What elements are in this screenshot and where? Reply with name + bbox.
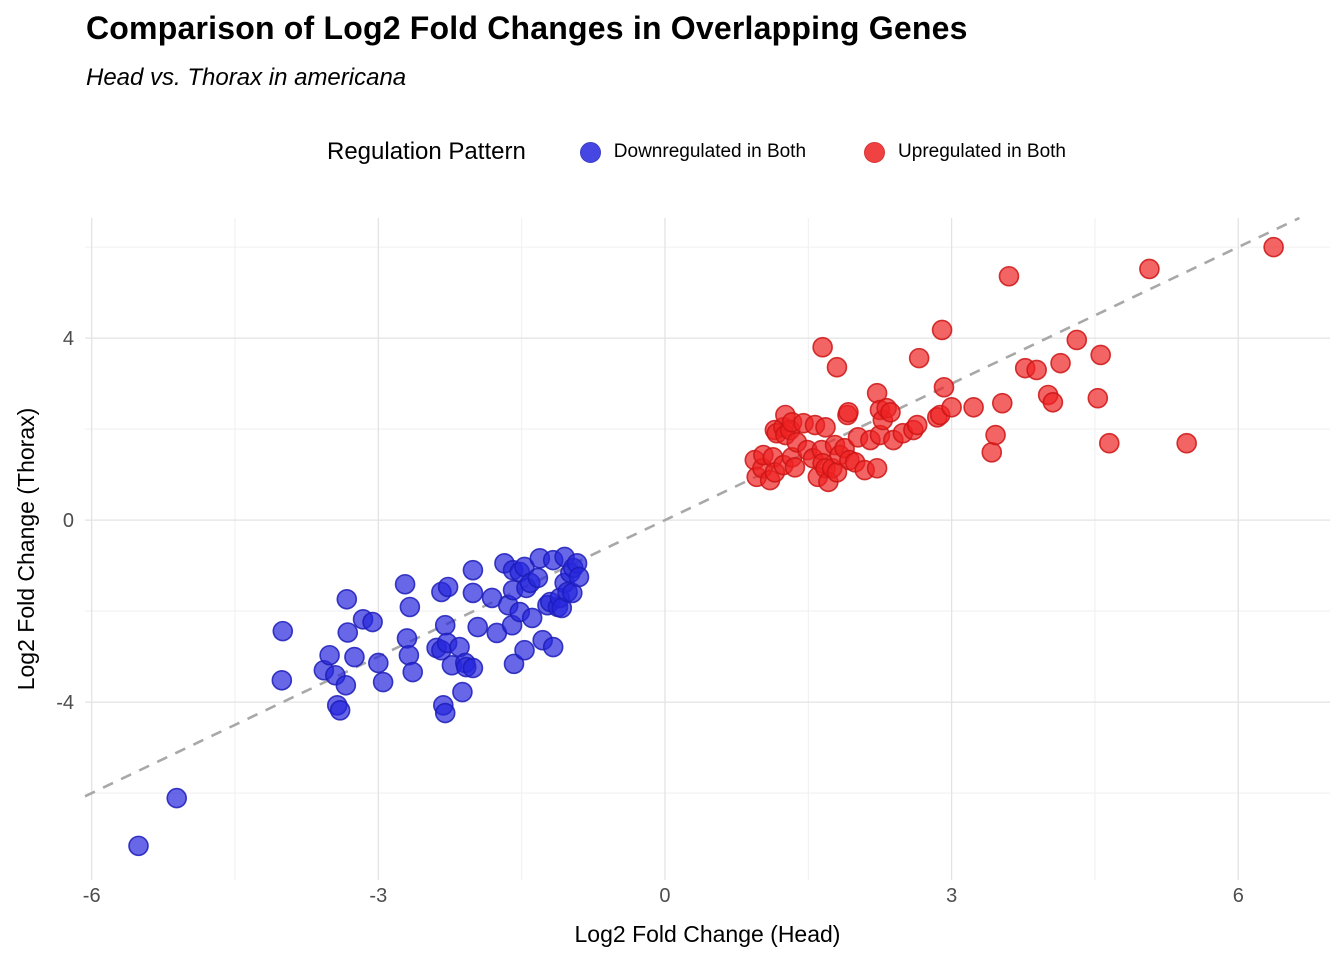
y-tick-label: 0 — [63, 510, 74, 532]
downregulated-point — [542, 636, 564, 658]
upregulated-point — [933, 376, 955, 398]
downregulated-point — [362, 611, 383, 633]
upregulated-point — [985, 424, 1006, 446]
upregulated-point — [826, 356, 848, 378]
upregulated-point — [908, 347, 930, 369]
upregulated-point — [906, 414, 928, 436]
x-tick-label: -3 — [369, 885, 387, 907]
downregulated-point — [462, 657, 484, 679]
x-tick-label: -6 — [83, 885, 101, 907]
downregulated-point — [272, 620, 294, 642]
downregulated-point — [462, 582, 484, 604]
upregulated-point — [784, 457, 806, 478]
legend: Regulation Pattern Downregulated in Both… — [85, 128, 1330, 176]
downregulated-dot-icon — [579, 141, 601, 163]
downregulated-point — [344, 646, 365, 668]
downregulated-point — [394, 573, 416, 595]
downregulated-point — [527, 567, 549, 589]
downregulated-point — [337, 622, 359, 643]
x-tick-label: 0 — [659, 885, 670, 907]
downregulated-point — [399, 596, 421, 618]
legend-item-upregulated: Upregulated in Both — [864, 141, 1066, 163]
upregulated-point — [991, 392, 1013, 414]
downregulated-point — [467, 616, 489, 638]
downregulated-point — [402, 661, 424, 683]
downregulated-point — [396, 628, 418, 649]
upregulated-point — [941, 396, 962, 418]
identity-dashed-line — [84, 216, 1300, 798]
upregulated-point — [1087, 387, 1109, 409]
downregulated-point — [271, 669, 293, 691]
upregulated-point — [1026, 359, 1047, 381]
downregulated-point — [521, 607, 543, 629]
legend-title: Regulation Pattern — [327, 138, 526, 165]
downregulated-point — [335, 674, 357, 696]
downregulated-point — [336, 588, 358, 610]
legend-item-downregulated: Downregulated in Both — [579, 141, 807, 163]
upregulated-point — [998, 265, 1020, 287]
downregulated-point — [437, 576, 459, 598]
downregulated-point — [319, 644, 340, 666]
upregulated-point — [812, 336, 833, 358]
downregulated-point — [434, 702, 456, 724]
x-tick-label: 6 — [1233, 885, 1244, 907]
upregulated-point — [1263, 236, 1284, 258]
upregulated-point — [931, 319, 953, 341]
downregulated-point — [372, 671, 394, 693]
chart-title: Comparison of Log2 Fold Changes in Overl… — [86, 10, 968, 46]
downregulated-point — [514, 639, 535, 661]
upregulated-point — [1042, 391, 1064, 413]
downregulated-point — [398, 644, 420, 666]
downregulated-point — [166, 787, 188, 809]
upregulated-point — [1176, 432, 1197, 454]
upregulated-point — [1066, 329, 1088, 351]
downregulated-point — [434, 614, 456, 636]
y-axis-title: Log2 Fold Change (Thorax) — [13, 408, 39, 691]
downregulated-point — [462, 559, 484, 581]
x-tick-label: 3 — [946, 885, 957, 907]
upregulated-point — [963, 396, 984, 418]
upregulated-point — [838, 401, 859, 423]
downregulated-point — [452, 681, 473, 703]
downregulated-point — [329, 699, 351, 721]
upregulated-point — [981, 442, 1003, 463]
y-tick-label: -4 — [56, 692, 74, 714]
upregulated-dot-icon — [864, 141, 886, 163]
chart-subtitle: Head vs. Thorax in americana — [86, 64, 407, 91]
downregulated-point — [128, 835, 149, 857]
downregulated-point — [368, 652, 389, 674]
upregulated-point — [815, 416, 836, 438]
upregulated-point — [1050, 352, 1071, 374]
x-axis-title: Log2 Fold Change (Head) — [575, 921, 841, 947]
legend-label-upregulated: Upregulated in Both — [898, 141, 1066, 162]
upregulated-point — [866, 457, 888, 479]
legend-label-downregulated: Downregulated in Both — [613, 141, 807, 162]
y-tick-label: 4 — [63, 328, 74, 350]
upregulated-point — [1090, 344, 1111, 366]
upregulated-point — [1139, 258, 1160, 280]
downregulated-point — [503, 653, 525, 675]
upregulated-point — [880, 401, 901, 423]
upregulated-point — [1098, 432, 1120, 454]
downregulated-point — [568, 566, 590, 588]
